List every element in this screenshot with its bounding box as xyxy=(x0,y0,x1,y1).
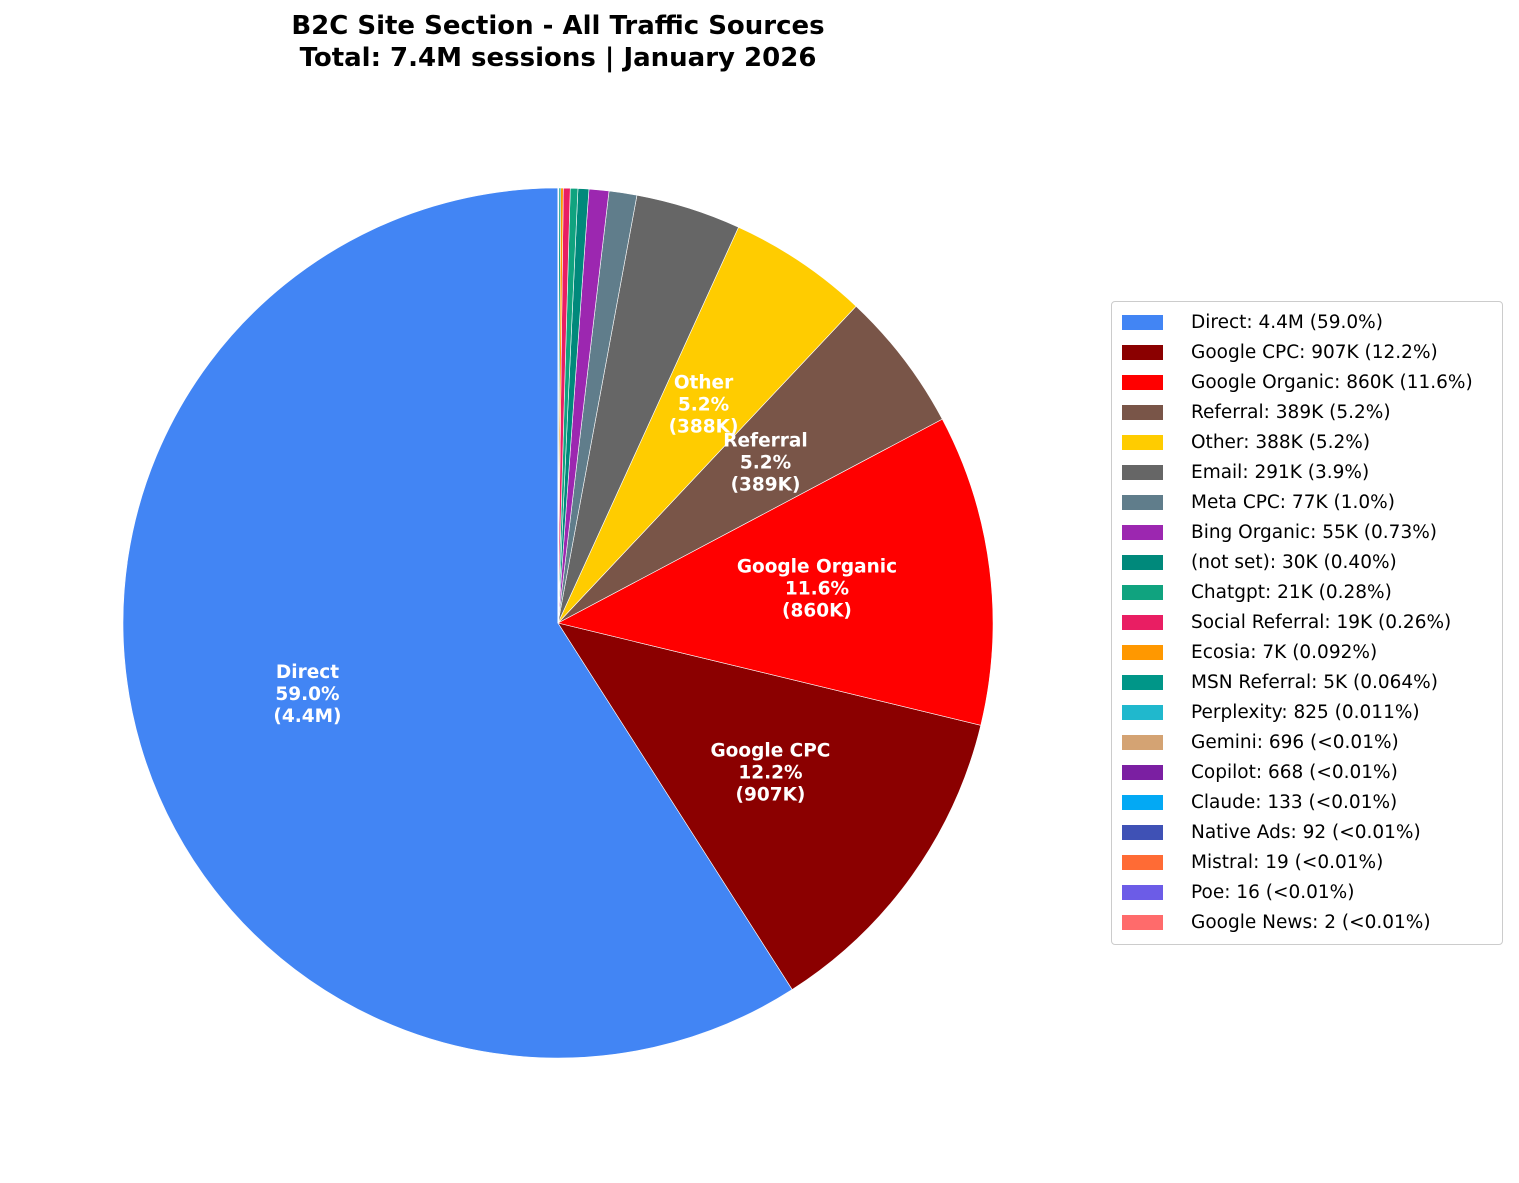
legend-swatch xyxy=(1122,614,1163,630)
legend-item: Gemini: 696 (<0.01%) xyxy=(1112,727,1502,757)
pie-slice-referral xyxy=(557,305,943,624)
legend-label: Social Referral: 19K (0.26%) xyxy=(1191,611,1452,633)
legend-swatch xyxy=(1122,764,1163,780)
legend-swatch xyxy=(1122,674,1163,690)
legend-label: MSN Referral: 5K (0.064%) xyxy=(1191,671,1438,693)
legend-item: Claude: 133 (<0.01%) xyxy=(1112,787,1502,817)
legend-label: Google Organic: 860K (11.6%) xyxy=(1191,371,1473,393)
legend-swatch xyxy=(1122,344,1163,360)
pie-slice-google-cpc xyxy=(557,622,982,990)
slice-label-line: Google CPC xyxy=(711,741,831,762)
legend-item: Direct: 4.4M (59.0%) xyxy=(1112,307,1502,337)
legend-swatch xyxy=(1122,584,1163,600)
legend-swatch xyxy=(1122,494,1163,510)
legend-swatch xyxy=(1122,434,1163,450)
legend-label: Bing Organic: 55K (0.73%) xyxy=(1191,521,1438,543)
pie-chart: Direct 59.0% (4.4M)Google CPC 12.2% (907K)Go… xyxy=(122,187,994,1059)
legend-label: Email: 291K (3.9%) xyxy=(1191,461,1370,483)
slice-label: Other 5.2% (388K) xyxy=(669,372,739,437)
legend-item: Meta CPC: 77K (1.0%) xyxy=(1112,487,1502,517)
legend: Direct: 4.4M (59.0%) Google CPC: 907K (12… xyxy=(1111,301,1503,945)
legend-swatch xyxy=(1122,914,1163,930)
legend-label: Mistral: 19 (<0.01%) xyxy=(1191,851,1384,873)
legend-label: Native Ads: 92 (<0.01%) xyxy=(1191,821,1421,843)
legend-item: Google CPC: 907K (12.2%) xyxy=(1112,337,1502,367)
slice-label: Referral 5.2% (389K) xyxy=(723,431,807,496)
legend-label: Perplexity: 825 (0.011%) xyxy=(1191,701,1420,723)
legend-swatch xyxy=(1122,854,1163,870)
legend-label: Meta CPC: 77K (1.0%) xyxy=(1191,491,1395,513)
legend-item: Ecosia: 7K (0.092%) xyxy=(1112,637,1502,667)
slice-label-line: Google Organic xyxy=(737,556,897,577)
slice-label-line: Direct xyxy=(276,662,339,683)
slice-label-line: 5.2% xyxy=(740,453,791,474)
slice-label-line: (907K) xyxy=(736,785,806,806)
legend-label: Google News: 2 (<0.01%) xyxy=(1191,911,1431,933)
legend-swatch xyxy=(1122,704,1163,720)
legend-item: Native Ads: 92 (<0.01%) xyxy=(1112,817,1502,847)
legend-swatch xyxy=(1122,644,1163,660)
legend-item: Copilot: 668 (<0.01%) xyxy=(1112,757,1502,787)
legend-item: Bing Organic: 55K (0.73%) xyxy=(1112,517,1502,547)
legend-label: Claude: 133 (<0.01%) xyxy=(1191,791,1398,813)
legend-item: Social Referral: 19K (0.26%) xyxy=(1112,607,1502,637)
legend-swatch xyxy=(1122,524,1163,540)
legend-swatch xyxy=(1122,464,1163,480)
chart-title-line: B2C Site Section - All Traffic Sources xyxy=(291,11,825,41)
legend-label: Gemini: 696 (<0.01%) xyxy=(1191,731,1399,753)
legend-label: Google CPC: 907K (12.2%) xyxy=(1191,341,1438,363)
pie-slice-other xyxy=(557,226,857,624)
legend-item: Google Organic: 860K (11.6%) xyxy=(1112,367,1502,397)
pie-slice-google-organic xyxy=(557,418,994,726)
legend-label: (not set): 30K (0.40%) xyxy=(1191,551,1397,573)
legend-swatch xyxy=(1122,404,1163,420)
legend-item: (not set): 30K (0.40%) xyxy=(1112,547,1502,577)
legend-label: Copilot: 668 (<0.01%) xyxy=(1191,761,1398,783)
legend-item: Chatgpt: 21K (0.28%) xyxy=(1112,577,1502,607)
legend-swatch xyxy=(1122,884,1163,900)
legend-label: Direct: 4.4M (59.0%) xyxy=(1191,311,1383,333)
legend-label: Poe: 16 (<0.01%) xyxy=(1191,881,1355,903)
legend-swatch xyxy=(1122,554,1163,570)
chart-title: B2C Site Section - All Traffic Sources T… xyxy=(158,10,958,74)
legend-swatch xyxy=(1122,824,1163,840)
legend-item: Mistral: 19 (<0.01%) xyxy=(1112,847,1502,877)
legend-swatch xyxy=(1122,734,1163,750)
legend-label: Referral: 389K (5.2%) xyxy=(1191,401,1391,423)
slice-label-line: (388K) xyxy=(669,416,739,437)
legend-label: Other: 388K (5.2%) xyxy=(1191,431,1371,453)
slice-label: Direct 59.0% (4.4M) xyxy=(273,662,341,727)
legend-label: Ecosia: 7K (0.092%) xyxy=(1191,641,1378,663)
slice-label-line: Referral xyxy=(723,431,807,452)
legend-item: Referral: 389K (5.2%) xyxy=(1112,397,1502,427)
legend-swatch xyxy=(1122,314,1163,330)
slice-label-line: (4.4M) xyxy=(273,706,341,727)
legend-item: Email: 291K (3.9%) xyxy=(1112,457,1502,487)
legend-item: Other: 388K (5.2%) xyxy=(1112,427,1502,457)
pie-slice-direct xyxy=(122,187,793,1059)
slice-label-line: (860K) xyxy=(782,600,852,621)
slice-label-line: 5.2% xyxy=(678,394,729,415)
legend-swatch xyxy=(1122,794,1163,810)
slice-label: Google CPC 12.2% (907K) xyxy=(711,741,831,806)
legend-label: Chatgpt: 21K (0.28%) xyxy=(1191,581,1392,603)
chart-subtitle: Total: 7.4M sessions | January 2026 xyxy=(299,43,817,73)
slice-label-line: (389K) xyxy=(731,475,801,496)
legend-item: Google News: 2 (<0.01%) xyxy=(1112,907,1502,937)
slice-label-line: 59.0% xyxy=(275,684,339,705)
slice-label-line: 12.2% xyxy=(738,763,802,784)
slice-label-line: 11.6% xyxy=(785,578,849,599)
legend-item: Perplexity: 825 (0.011%) xyxy=(1112,697,1502,727)
legend-swatch xyxy=(1122,374,1163,390)
slice-label: Google Organic 11.6% (860K) xyxy=(737,556,897,621)
legend-item: MSN Referral: 5K (0.064%) xyxy=(1112,667,1502,697)
slice-label-line: Other xyxy=(674,372,734,393)
legend-item: Poe: 16 (<0.01%) xyxy=(1112,877,1502,907)
